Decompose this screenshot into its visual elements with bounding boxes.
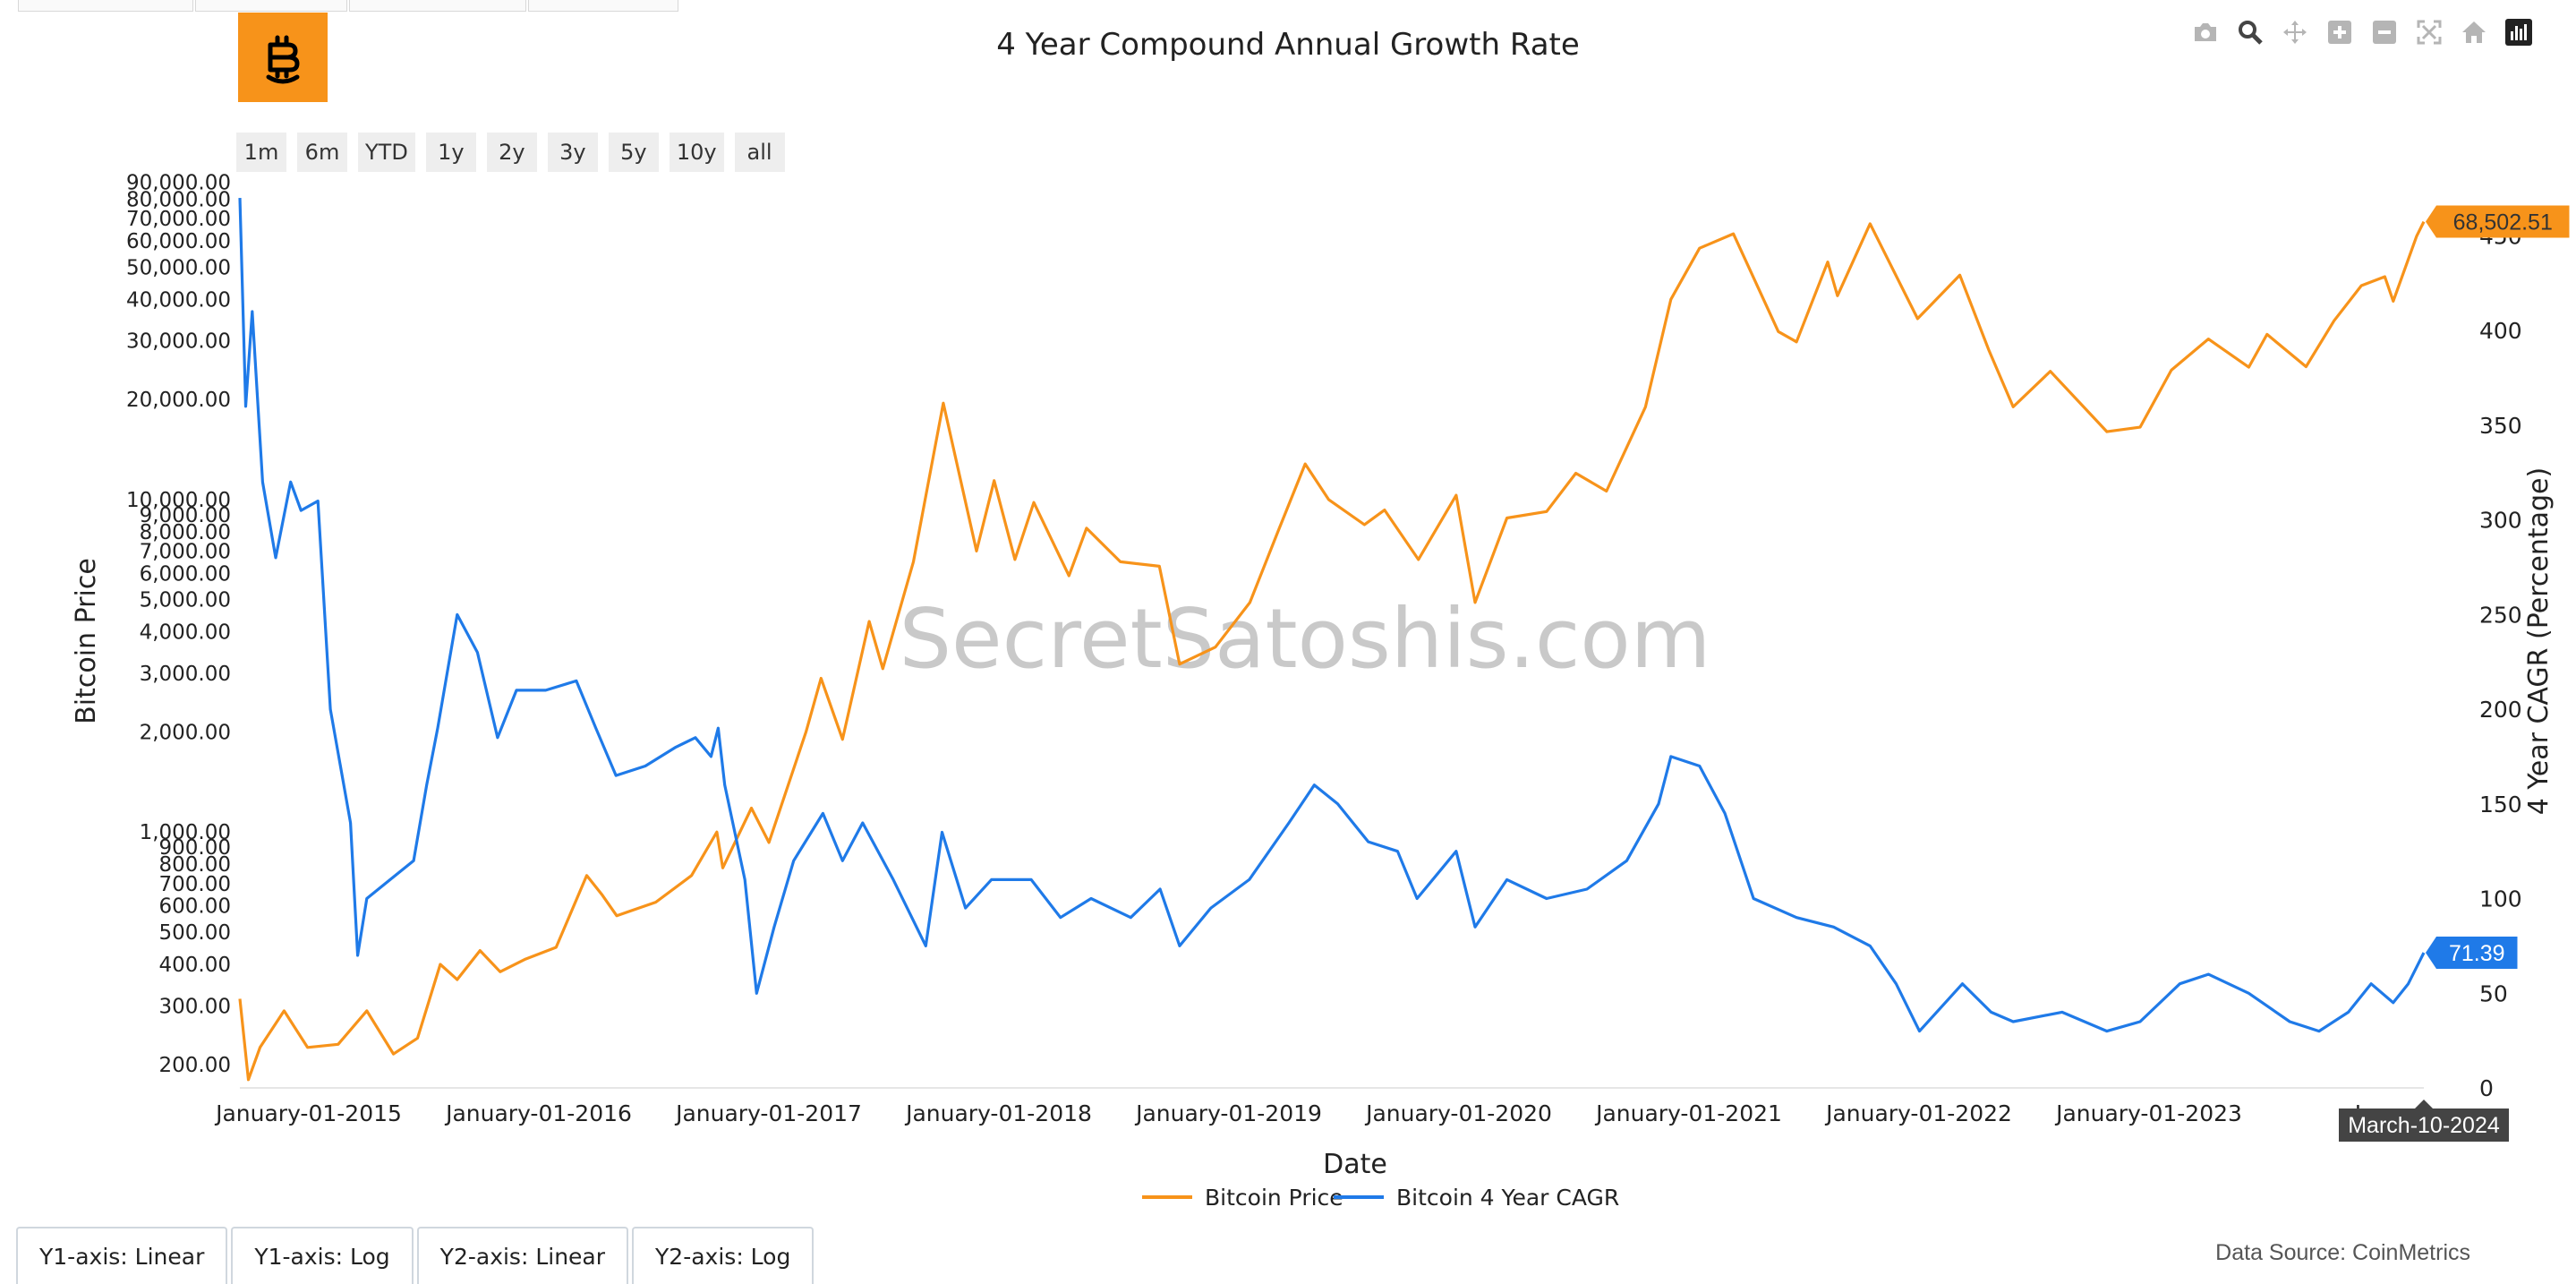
watermark-text: SecretSatoshis.com — [900, 591, 1711, 687]
y-tick-label: 50,000.00 — [126, 256, 231, 279]
top-tab-stub — [349, 0, 526, 12]
chart-toolbar — [2191, 18, 2533, 47]
range-button-2y[interactable]: 2y — [486, 133, 537, 172]
y1-log-button[interactable]: Y1-axis: Log — [231, 1227, 414, 1284]
x-axis-title: Date — [1323, 1149, 1387, 1180]
range-button-all[interactable]: all — [734, 133, 785, 172]
range-button-10y[interactable]: 10y — [669, 133, 724, 172]
y-tick-label: 30,000.00 — [126, 330, 231, 354]
y2-tick-label: 300 — [2479, 508, 2522, 534]
range-selector: 1m 6m YTD 1y 2y 3y 5y 10y all — [236, 133, 785, 172]
y-tick-label: 3,000.00 — [140, 663, 231, 686]
y-tick-label: 20,000.00 — [126, 389, 231, 412]
y2-tick-label: 0 — [2479, 1075, 2494, 1101]
range-button-3y[interactable]: 3y — [547, 133, 598, 172]
y-tick-label: 600.00 — [159, 895, 231, 919]
zoom-icon[interactable] — [2236, 18, 2265, 47]
legend-price-label: Bitcoin Price — [1205, 1185, 1343, 1211]
y-tick-label: 7,000.00 — [140, 540, 231, 563]
secret-satoshis-logo — [238, 13, 328, 102]
top-tab-stub — [18, 0, 193, 12]
zoom-out-icon[interactable] — [2370, 18, 2399, 47]
x-tick-label: January-01-2021 — [1594, 1100, 1782, 1126]
camera-icon[interactable] — [2191, 18, 2220, 47]
cagr-last-value: 71.39 — [2449, 941, 2505, 966]
y-tick-label: 10,000.00 — [126, 489, 231, 512]
top-tab-stub — [528, 0, 678, 12]
cagr-series-line — [238, 198, 2426, 1033]
y-tick-label: 8,000.00 — [140, 521, 231, 544]
x-hover-label-box — [2339, 1100, 2509, 1142]
x-tick-label: January-01-2020 — [1364, 1100, 1552, 1126]
y2-tick-label: 150 — [2479, 792, 2522, 817]
top-tab-stub — [195, 0, 347, 12]
y1-linear-button[interactable]: Y1-axis: Linear — [16, 1227, 228, 1284]
price-last-value: 68,502.51 — [2453, 210, 2553, 235]
zoom-in-icon[interactable] — [2325, 18, 2354, 47]
x-tick-label: January-01-2022 — [1824, 1100, 2012, 1126]
cagr-last-value-flag — [2426, 937, 2518, 970]
y-tick-label: 60,000.00 — [126, 230, 231, 253]
reset-axes-icon[interactable] — [2460, 18, 2488, 47]
legend-cagr-label: Bitcoin 4 Year CAGR — [1396, 1185, 1619, 1211]
range-button-1y[interactable]: 1y — [425, 133, 476, 172]
x-tick-label: January-01-2019 — [1134, 1100, 1322, 1126]
y2-tick-label: 400 — [2479, 318, 2522, 344]
x-tick-label: January-01-2016 — [444, 1100, 632, 1126]
y-tick-label: 200.00 — [159, 1054, 231, 1077]
y-tick-label: 5,000.00 — [140, 589, 231, 612]
y2-tick-label: 250 — [2479, 602, 2522, 628]
y2-linear-button[interactable]: Y2-axis: Linear — [416, 1227, 629, 1284]
y-tick-label: 500.00 — [159, 921, 231, 945]
x-tick-label: January-01-2017 — [674, 1100, 862, 1126]
y2-tick-label: 50 — [2479, 980, 2508, 1006]
bitcoin-b-icon — [266, 35, 300, 84]
y2-tick-label: 100 — [2479, 886, 2522, 912]
range-button-6m[interactable]: 6m — [297, 133, 347, 172]
y-tick-label: 2,000.00 — [140, 721, 231, 744]
price-last-value-flag — [2426, 205, 2570, 238]
y-tick-label: 400.00 — [159, 954, 231, 977]
y-tick-label: 80,000.00 — [126, 189, 231, 212]
x-tick-label: January-01-2018 — [904, 1100, 1092, 1126]
axis-scale-buttons: Y1-axis: Linear Y1-axis: Log Y2-axis: Li… — [16, 1227, 817, 1284]
y-tick-label: 800.00 — [159, 853, 231, 877]
y-tick-label: 6,000.00 — [140, 562, 231, 586]
y2-tick-label: 200 — [2479, 697, 2522, 723]
y-tick-label: 1,000.00 — [140, 821, 231, 844]
range-button-ytd[interactable]: YTD — [358, 133, 415, 172]
x-hover-label: March-10-2024 — [2348, 1113, 2500, 1138]
y-tick-label: 4,000.00 — [140, 621, 231, 645]
pan-icon[interactable] — [2281, 18, 2309, 47]
y-axis-title: Bitcoin Price — [71, 558, 102, 724]
autoscale-icon[interactable] — [2415, 18, 2444, 47]
chart-plot[interactable]: SecretSatoshis.com 200.00 300.00 400.00 500.… — [0, 0, 2576, 1227]
y-tick-label: 300.00 — [159, 995, 231, 1018]
y-tick-label: 90,000.00 — [126, 172, 231, 195]
price-series-line — [238, 220, 2426, 1082]
y-tick-label: 40,000.00 — [126, 288, 231, 312]
data-source-note: Data Source: CoinMetrics — [2215, 1240, 2470, 1265]
y-tick-label: 9,000.00 — [140, 504, 231, 527]
y-tick-label: 700.00 — [159, 873, 231, 896]
x-tick-label: January-01-2023 — [2054, 1100, 2242, 1126]
range-button-5y[interactable]: 5y — [608, 133, 659, 172]
x-tick-label: January-01-2015 — [214, 1100, 402, 1126]
y2-axis-title: 4 Year CAGR (Percentage) — [2523, 467, 2555, 815]
y-tick-label: 70,000.00 — [126, 208, 231, 231]
range-button-1m[interactable]: 1m — [236, 133, 286, 172]
y2-tick-label: 350 — [2479, 413, 2522, 439]
y-tick-label: 900.00 — [159, 836, 231, 860]
y2-log-button[interactable]: Y2-axis: Log — [632, 1227, 815, 1284]
chart-title: 4 Year Compound Annual Growth Rate — [996, 27, 1580, 63]
plotly-logo-icon[interactable] — [2504, 18, 2533, 47]
